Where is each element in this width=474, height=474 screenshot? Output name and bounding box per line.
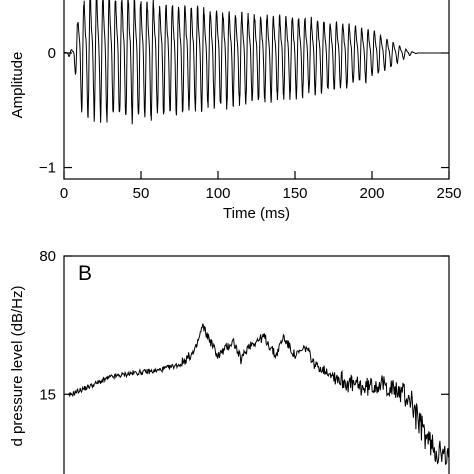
panel-b-y-tick-label: 15 [39, 386, 56, 403]
panel-b-frame [63, 255, 450, 474]
panel-a-y-tick-label: −1 [39, 160, 56, 177]
panel-a-x-tick-label: 250 [436, 185, 461, 202]
panel-a-x-axis-label: Time (ms) [223, 205, 290, 222]
panel-a-waveform-line [63, 0, 449, 125]
panel-a-y-tick-label: 0 [48, 45, 56, 62]
panel-a-x-tick-label: 200 [359, 185, 384, 202]
panel-b-letter: B [78, 262, 92, 285]
panel-a-frame [63, 0, 450, 180]
panel-b-spectrum-line [67, 323, 449, 465]
panel-a-x-tick-label: 50 [133, 185, 150, 202]
panel-a-x-tick-label: 150 [282, 185, 307, 202]
panel-a-x-tick-label: 0 [60, 185, 68, 202]
panel-b-y-tick-label: 80 [39, 248, 56, 265]
panel-a-x-tick-label: 100 [205, 185, 230, 202]
panel-a-y-axis-label: Amplitude [9, 52, 26, 119]
panel-b-y-axis-label: d pressure level (dB/Hz) [9, 286, 26, 447]
